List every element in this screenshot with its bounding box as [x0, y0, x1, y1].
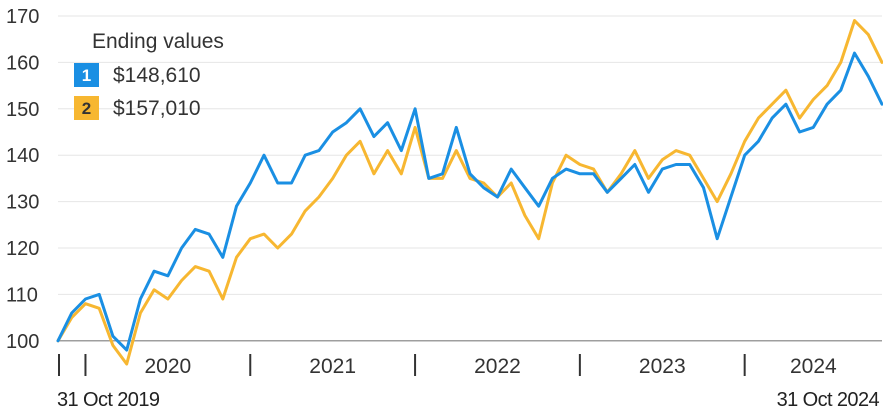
y-tick-label: 140: [6, 145, 39, 167]
x-year-label: 2020: [145, 355, 192, 378]
x-end-date-label: 31 Oct 2024: [777, 389, 880, 411]
x-axis: 2020 2021 2022 2023 2024 31 Oct 2019 31 Oct 20…: [57, 354, 880, 411]
x-year-label: 2023: [639, 355, 686, 378]
y-tick-label: 170: [6, 6, 39, 28]
y-tick-label: 160: [6, 52, 39, 74]
x-year-label: 2021: [309, 355, 356, 378]
legend-value-1: $148,610: [113, 64, 201, 87]
legend-badge-2-label: 2: [82, 99, 91, 118]
legend-value-2: $157,010: [113, 97, 201, 120]
gridlines: [58, 15, 882, 342]
legend: Ending values 1 $148,610 2 $157,010: [74, 30, 224, 120]
legend-badge-1-label: 1: [82, 66, 91, 85]
y-axis-tick-labels: 100 110 120 130 140 150 160 170: [6, 6, 39, 353]
y-tick-label: 100: [6, 331, 39, 353]
legend-item-1: 1 $148,610: [74, 63, 201, 87]
y-tick-label: 130: [6, 192, 39, 214]
y-tick-label: 110: [6, 284, 38, 306]
y-tick-label: 120: [6, 238, 39, 260]
legend-badge-2: [74, 96, 99, 120]
legend-badge-1: [74, 63, 99, 87]
legend-item-2: 2 $157,010: [74, 96, 201, 120]
series-lines: [56, 19, 883, 366]
x-year-label: 2022: [474, 355, 521, 378]
y-tick-label: 150: [6, 99, 39, 121]
legend-title: Ending values: [92, 30, 224, 53]
series-2-line: [56, 19, 883, 366]
x-start-date-label: 31 Oct 2019: [57, 389, 160, 411]
series-1-line: [56, 51, 883, 352]
x-year-label: 2024: [790, 355, 837, 378]
